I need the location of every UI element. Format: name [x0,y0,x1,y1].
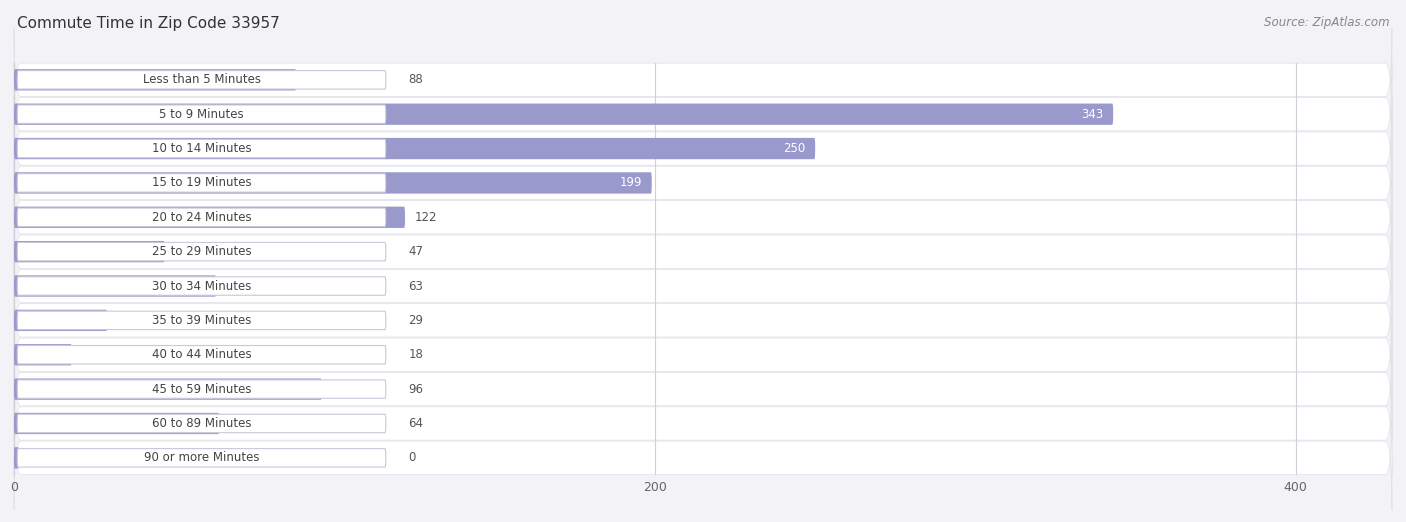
FancyBboxPatch shape [14,28,1392,132]
Text: 60 to 89 Minutes: 60 to 89 Minutes [152,417,252,430]
Text: 63: 63 [408,279,423,292]
Text: 25 to 29 Minutes: 25 to 29 Minutes [152,245,252,258]
FancyBboxPatch shape [14,69,297,90]
Text: 20 to 24 Minutes: 20 to 24 Minutes [152,211,252,224]
Text: 30 to 34 Minutes: 30 to 34 Minutes [152,279,252,292]
FancyBboxPatch shape [17,311,385,329]
FancyBboxPatch shape [14,310,107,331]
Text: Less than 5 Minutes: Less than 5 Minutes [142,73,260,86]
FancyBboxPatch shape [14,199,1392,304]
FancyBboxPatch shape [14,172,652,194]
FancyBboxPatch shape [17,242,385,261]
Text: 0: 0 [408,452,416,465]
FancyBboxPatch shape [14,276,217,296]
Text: 29: 29 [408,314,423,327]
Text: 64: 64 [408,417,423,430]
FancyBboxPatch shape [17,208,385,227]
FancyBboxPatch shape [14,337,1392,441]
FancyBboxPatch shape [14,344,72,365]
FancyBboxPatch shape [14,378,322,400]
FancyBboxPatch shape [14,62,1392,166]
FancyBboxPatch shape [17,346,385,364]
FancyBboxPatch shape [14,413,219,434]
Text: 15 to 19 Minutes: 15 to 19 Minutes [152,176,252,189]
FancyBboxPatch shape [14,372,1392,476]
Text: 5 to 9 Minutes: 5 to 9 Minutes [159,108,243,121]
Text: 18: 18 [408,348,423,361]
Text: 88: 88 [408,73,423,86]
Text: 45 to 59 Minutes: 45 to 59 Minutes [152,383,252,396]
FancyBboxPatch shape [14,234,1392,338]
FancyBboxPatch shape [17,105,385,123]
Text: Source: ZipAtlas.com: Source: ZipAtlas.com [1264,16,1389,29]
FancyBboxPatch shape [14,303,1392,407]
Text: 199: 199 [620,176,643,189]
FancyBboxPatch shape [14,207,405,228]
Text: 40 to 44 Minutes: 40 to 44 Minutes [152,348,252,361]
Text: 90 or more Minutes: 90 or more Minutes [143,452,259,465]
Text: 47: 47 [408,245,423,258]
FancyBboxPatch shape [14,97,1392,200]
FancyBboxPatch shape [14,447,18,468]
Text: 122: 122 [415,211,437,224]
Text: 35 to 39 Minutes: 35 to 39 Minutes [152,314,252,327]
Text: 96: 96 [408,383,423,396]
FancyBboxPatch shape [17,448,385,467]
FancyBboxPatch shape [17,70,385,89]
FancyBboxPatch shape [17,414,385,433]
FancyBboxPatch shape [17,174,385,192]
FancyBboxPatch shape [17,380,385,398]
FancyBboxPatch shape [14,241,165,262]
FancyBboxPatch shape [14,268,1392,372]
Text: 343: 343 [1081,108,1104,121]
FancyBboxPatch shape [14,165,1392,269]
Text: 10 to 14 Minutes: 10 to 14 Minutes [152,142,252,155]
FancyBboxPatch shape [14,131,1392,235]
FancyBboxPatch shape [14,406,1392,510]
FancyBboxPatch shape [14,138,815,159]
FancyBboxPatch shape [17,277,385,295]
FancyBboxPatch shape [17,139,385,158]
FancyBboxPatch shape [14,103,1114,125]
Text: Commute Time in Zip Code 33957: Commute Time in Zip Code 33957 [17,16,280,31]
Text: 250: 250 [783,142,806,155]
